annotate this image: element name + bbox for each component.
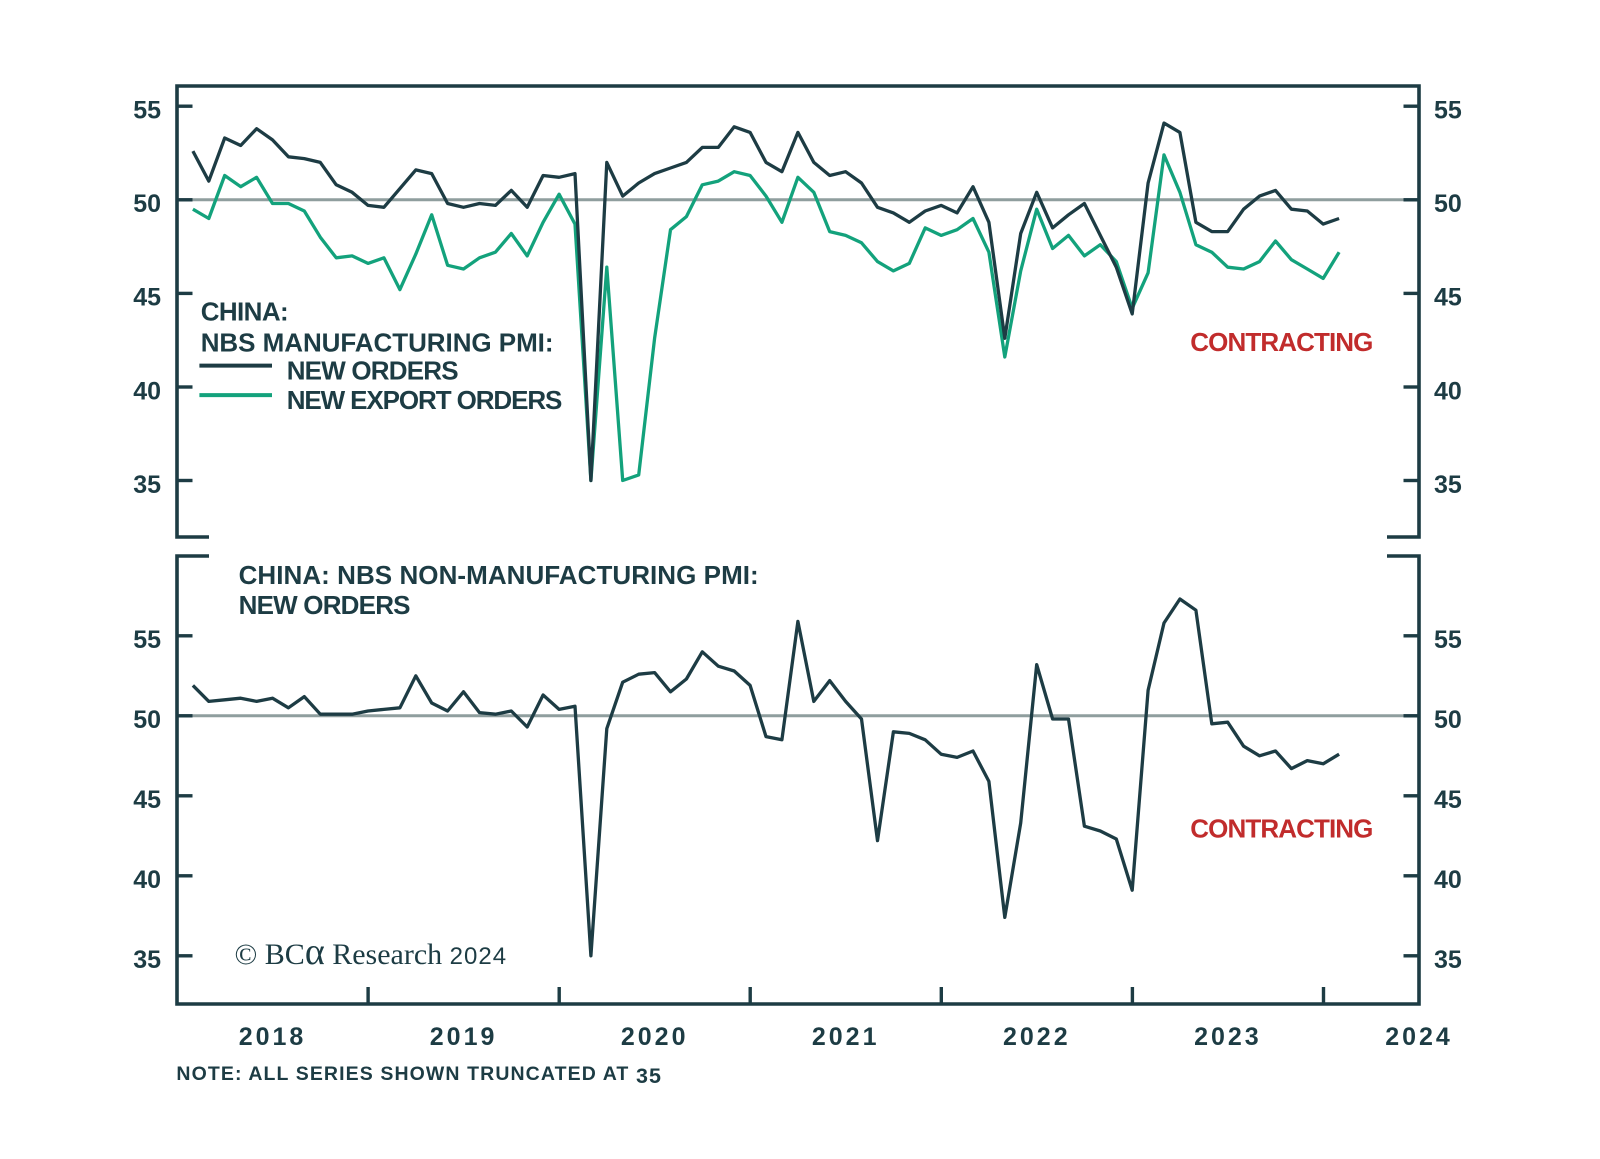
svg-text:CHINA:: CHINA: <box>201 297 288 327</box>
svg-text:45: 45 <box>1434 786 1462 814</box>
svg-text:NEW EXPORT ORDERS: NEW EXPORT ORDERS <box>287 385 562 415</box>
svg-text:NOTE: ALL SERIES SHOWN TRUNCAT: NOTE: ALL SERIES SHOWN TRUNCATED AT 35 <box>176 1063 662 1088</box>
svg-text:2023: 2023 <box>1194 1023 1262 1051</box>
svg-text:2018: 2018 <box>239 1023 307 1051</box>
svg-text:55: 55 <box>1434 626 1462 654</box>
svg-text:45: 45 <box>1434 284 1462 312</box>
svg-text:45: 45 <box>133 284 161 312</box>
svg-text:2019: 2019 <box>430 1023 498 1051</box>
svg-text:55: 55 <box>133 97 161 125</box>
svg-text:50: 50 <box>1434 706 1462 734</box>
svg-text:CHINA: NBS NON-MANUFACTURING P: CHINA: NBS NON-MANUFACTURING PMI: <box>239 560 759 590</box>
svg-text:35: 35 <box>1434 471 1462 499</box>
svg-text:NEW ORDERS: NEW ORDERS <box>239 590 411 620</box>
svg-text:35: 35 <box>133 471 161 499</box>
svg-text:2022: 2022 <box>1003 1023 1071 1051</box>
svg-text:CONTRACTING: CONTRACTING <box>1190 814 1372 844</box>
svg-text:40: 40 <box>133 866 161 894</box>
svg-text:2024: 2024 <box>1385 1023 1453 1051</box>
svg-text:CONTRACTING: CONTRACTING <box>1190 327 1372 357</box>
svg-text:45: 45 <box>133 786 161 814</box>
svg-text:55: 55 <box>1434 97 1462 125</box>
svg-text:2020: 2020 <box>621 1023 689 1051</box>
svg-text:NBS MANUFACTURING PMI:: NBS MANUFACTURING PMI: <box>201 327 554 357</box>
svg-text:40: 40 <box>1434 377 1462 405</box>
svg-text:55: 55 <box>133 626 161 654</box>
svg-text:35: 35 <box>133 946 161 974</box>
svg-text:© BCα Research 2024: © BCα Research 2024 <box>235 931 508 973</box>
svg-text:50: 50 <box>133 706 161 734</box>
svg-text:2021: 2021 <box>812 1023 880 1051</box>
svg-text:NEW ORDERS: NEW ORDERS <box>287 356 459 386</box>
svg-text:40: 40 <box>1434 866 1462 894</box>
svg-text:35: 35 <box>1434 946 1462 974</box>
svg-text:50: 50 <box>133 190 161 218</box>
svg-text:50: 50 <box>1434 190 1462 218</box>
svg-text:40: 40 <box>133 377 161 405</box>
